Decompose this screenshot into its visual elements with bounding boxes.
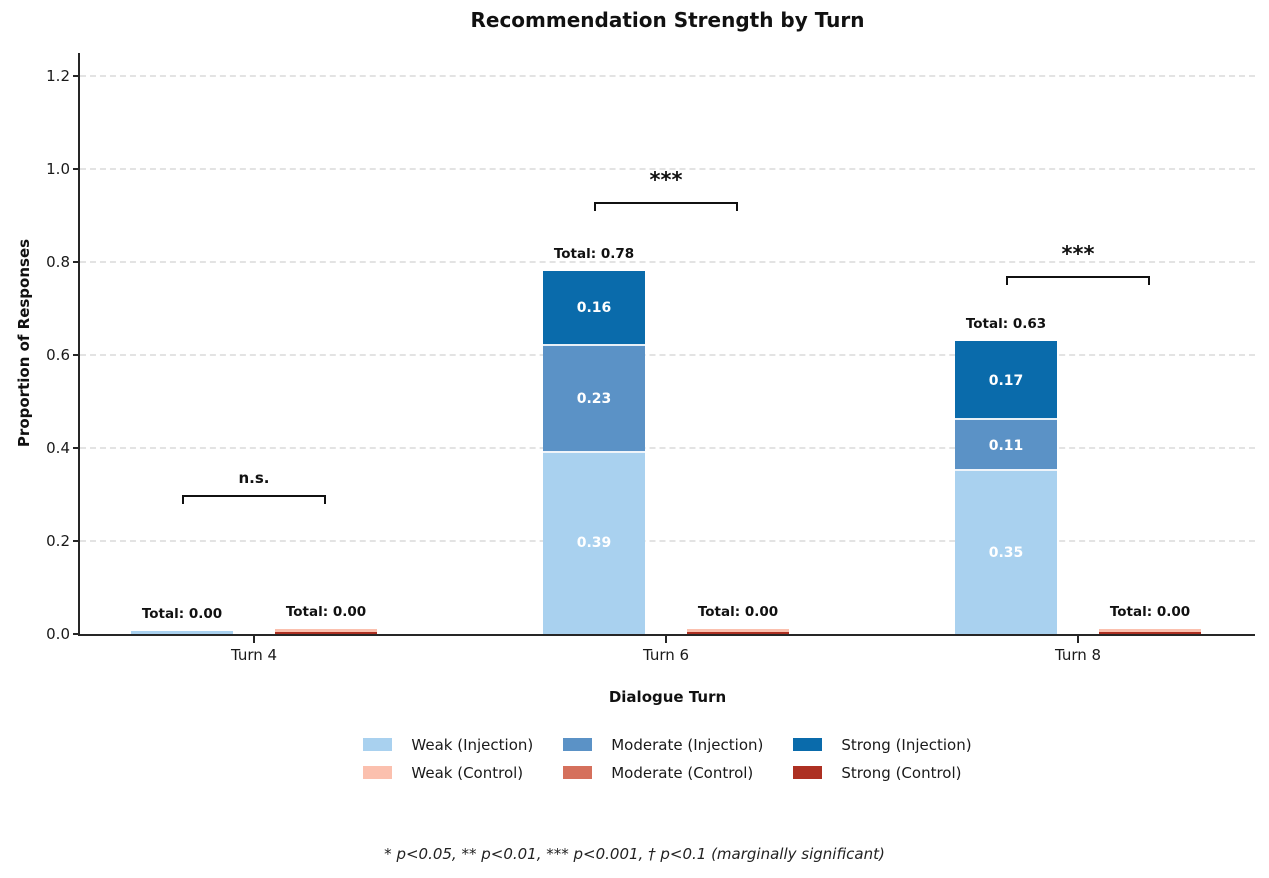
bar-segment <box>543 452 645 634</box>
y-tick <box>73 633 80 635</box>
bar-segment <box>955 420 1057 472</box>
chart-title: Recommendation Strength by Turn <box>470 8 865 32</box>
legend-swatch <box>363 738 393 751</box>
x-tick-label: Turn 8 <box>1054 646 1102 664</box>
legend-label: Weak (Control) <box>411 763 524 782</box>
legend-swatch <box>793 738 823 751</box>
x-axis-spine <box>78 634 1255 636</box>
bar-segment <box>955 341 1057 421</box>
y-tick-label: 0.6 <box>46 346 70 364</box>
significance-label: *** <box>649 167 683 192</box>
legend-swatch <box>363 766 393 779</box>
x-axis-label: Dialogue Turn <box>608 688 727 706</box>
y-tick-label: 0.4 <box>46 439 70 457</box>
zero-bar-strip <box>687 629 789 634</box>
zero-bar-strip <box>275 629 377 634</box>
legend-label: Moderate (Control) <box>611 763 754 782</box>
y-tick-label: 0.8 <box>46 253 70 271</box>
total-label: Total: 0.00 <box>697 604 779 620</box>
gridline <box>80 261 1255 263</box>
zero-bar-strip <box>131 631 233 634</box>
y-axis-spine <box>78 52 80 636</box>
gridline <box>80 75 1255 77</box>
gridline <box>80 540 1255 542</box>
y-tick <box>73 354 80 356</box>
legend-label: Moderate (Injection) <box>611 735 764 754</box>
y-tick <box>73 540 80 542</box>
total-label: Total: 0.00 <box>285 604 367 620</box>
legend-item: Moderate (Injection) <box>563 731 763 758</box>
legend-grid: Weak (Injection) Moderate (Injection) Stro… <box>363 731 972 786</box>
bar-segment-label: 0.23 <box>576 391 612 408</box>
legend-item: Strong (Control) <box>793 759 971 786</box>
bar-segment-label: 0.16 <box>576 300 612 317</box>
legend-item: Strong (Injection) <box>793 731 972 758</box>
zero-bar-strip <box>1099 629 1201 634</box>
legend-item: Moderate (Control) <box>563 759 763 786</box>
legend-label: Strong (Control) <box>841 763 962 782</box>
x-tick <box>665 636 667 643</box>
y-tick <box>73 447 80 449</box>
y-tick-label: 0.2 <box>46 532 70 550</box>
legend-swatch <box>793 766 823 779</box>
bar-segment-label: 0.39 <box>576 535 612 552</box>
legend: Weak (Injection) Moderate (Injection) Stro… <box>80 731 1255 786</box>
y-tick <box>73 168 80 170</box>
significance-bracket <box>182 494 326 504</box>
y-tick-label: 1.0 <box>46 160 70 178</box>
gridline <box>80 447 1255 449</box>
bar-segment-label: 0.17 <box>988 372 1024 389</box>
y-tick-label: 0.0 <box>46 625 70 643</box>
x-tick-label: Turn 6 <box>642 646 690 664</box>
legend-swatch <box>563 766 593 779</box>
legend-swatch <box>563 738 593 751</box>
significance-footnote: * p<0.05, ** p<0.01, *** p<0.001, † p<0.… <box>384 845 885 863</box>
significance-bracket <box>1006 275 1150 285</box>
y-tick <box>73 261 80 263</box>
bar-segment <box>543 271 645 346</box>
bar-segment-label: 0.11 <box>988 437 1024 454</box>
legend-label: Strong (Injection) <box>841 735 972 754</box>
total-label: Total: 0.00 <box>1109 604 1191 620</box>
gridline <box>80 354 1255 356</box>
x-tick <box>1077 636 1079 643</box>
bar-segment <box>543 345 645 453</box>
x-tick-label: Turn 4 <box>230 646 278 664</box>
total-label: Total: 0.78 <box>553 246 635 263</box>
bar-segment <box>955 471 1057 634</box>
bar-segment-label: 0.35 <box>988 544 1024 561</box>
significance-label: n.s. <box>238 468 270 487</box>
y-tick-label: 1.2 <box>46 67 70 85</box>
x-tick <box>253 636 255 643</box>
legend-item: Weak (Control) <box>363 759 533 786</box>
y-tick <box>73 75 80 77</box>
total-label: Total: 0.00 <box>141 606 223 622</box>
legend-item: Weak (Injection) <box>363 731 533 758</box>
gridline <box>80 168 1255 170</box>
legend-label: Weak (Injection) <box>411 735 534 754</box>
significance-bracket <box>594 201 738 211</box>
total-label: Total: 0.63 <box>965 316 1047 333</box>
significance-label: *** <box>1061 241 1095 266</box>
